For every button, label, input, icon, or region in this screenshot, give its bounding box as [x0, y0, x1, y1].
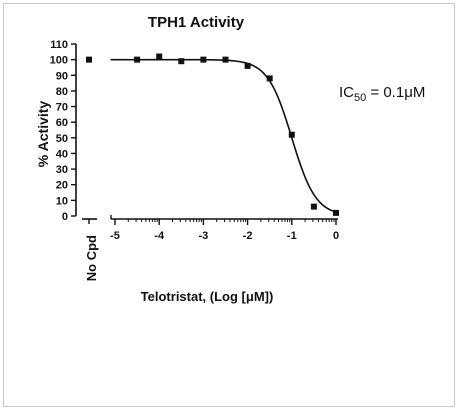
x-tick-label: -3 [199, 230, 209, 242]
y-tick-label: 100 [50, 55, 68, 67]
data-point [333, 209, 339, 216]
ic50-prefix: IC [339, 84, 354, 101]
ic50-value: = 0.1 [366, 84, 404, 101]
y-tick-label: 90 [56, 70, 68, 82]
y-tick-label: 20 [56, 180, 68, 192]
x-tick-label: 0 [333, 230, 339, 242]
y-tick-label: 10 [56, 195, 68, 207]
data-point [266, 75, 273, 82]
data-point [310, 203, 317, 210]
x-tick-label: -4 [154, 230, 165, 242]
x-axis-label: Telotristat, (Log [μM]) [141, 289, 274, 304]
data-point [288, 131, 295, 138]
y-tick-label: 30 [56, 164, 68, 176]
data-point [178, 58, 185, 65]
x-tick-label: -1 [287, 230, 297, 242]
ic50-annotation: IC50 = 0.1μM [339, 84, 425, 104]
data-point [200, 56, 207, 63]
y-tick-label: 0 [62, 211, 68, 223]
y-tick-label: 70 [56, 102, 68, 114]
control-label: No Cpd [84, 235, 99, 281]
ic50-subscript: 50 [354, 92, 366, 104]
plot-area: 0 10 20 30 40 50 60 70 80 90 100 110 -5 -4 -3 -2 -1 0 [50, 39, 339, 242]
data-point [134, 56, 141, 63]
data-point [222, 56, 229, 63]
control-data-point [86, 56, 92, 63]
ic50-unit: μM [404, 84, 425, 101]
y-tick-label: 60 [56, 117, 68, 129]
figure-frame: TPH1 Activity % Activity Telotristat, (L… [3, 3, 455, 407]
y-axis-label: % Activity [35, 101, 51, 168]
dose-response-chart: TPH1 Activity % Activity Telotristat, (L… [35, 14, 425, 304]
y-tick-label: 110 [50, 39, 68, 51]
fit-curve [110, 58, 337, 213]
chart-title: TPH1 Activity [148, 14, 245, 31]
data-point [156, 53, 163, 60]
y-tick-label: 50 [56, 133, 68, 145]
x-tick-label: -5 [110, 230, 120, 242]
data-point [244, 62, 251, 69]
x-tick-label: -2 [243, 230, 253, 242]
y-tick-label: 40 [56, 148, 68, 160]
y-tick-label: 80 [56, 86, 68, 98]
